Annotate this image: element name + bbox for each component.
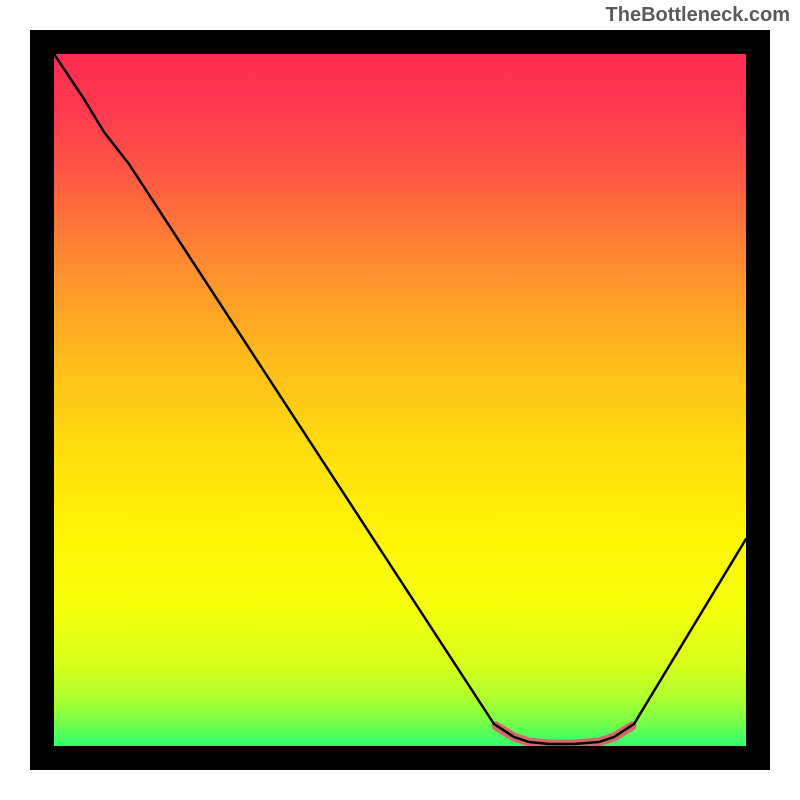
chart-frame — [30, 30, 770, 770]
bottleneck-curve — [54, 54, 746, 744]
trough-highlight — [496, 726, 632, 744]
plot-area — [54, 54, 746, 746]
curve-layer — [54, 54, 746, 746]
watermark-text: TheBottleneck.com — [606, 4, 790, 27]
